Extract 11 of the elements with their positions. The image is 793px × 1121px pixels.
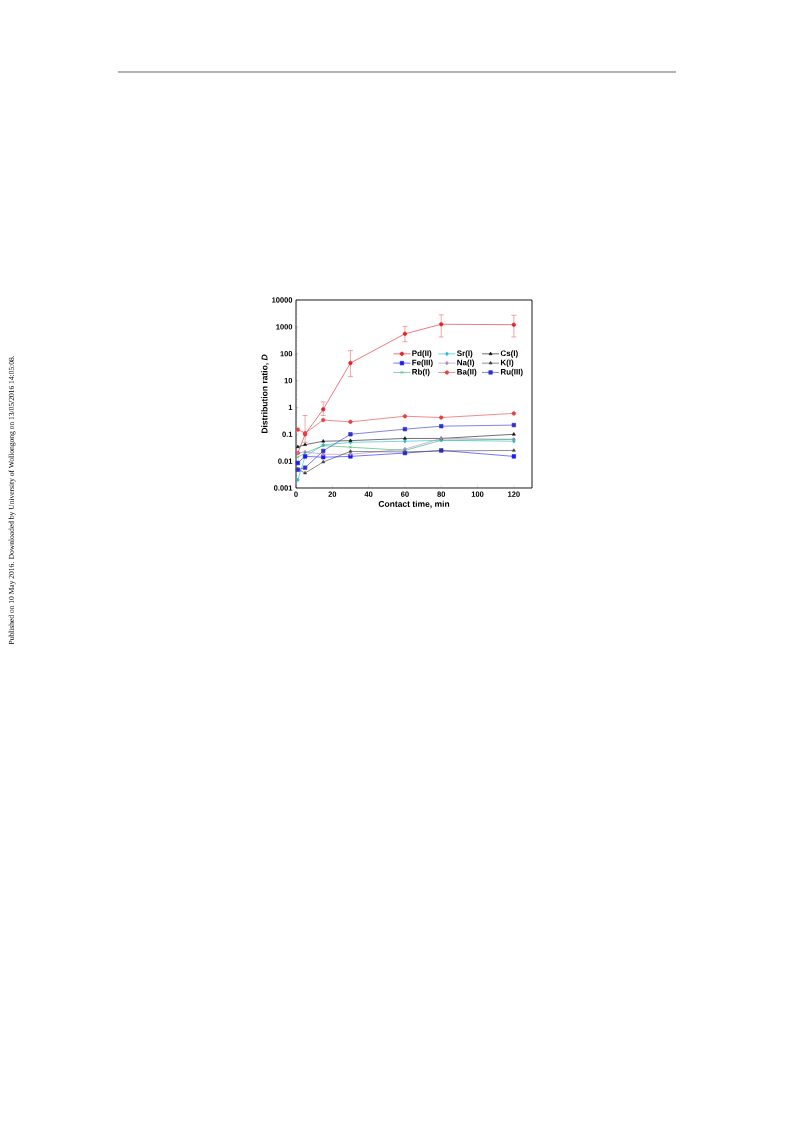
legend-label: Na(I) <box>457 359 475 367</box>
legend-label: Sr(I) <box>456 350 473 358</box>
legend-label: Ru(III) <box>500 368 523 377</box>
legend-label: Rb(I) <box>412 368 430 377</box>
legend-label: Pd(II) <box>412 350 432 358</box>
legend-label: Cs(I) <box>500 350 518 358</box>
legend-label: Ba(II) <box>457 368 477 377</box>
legend-label: K(I) <box>500 359 514 367</box>
y-axis-title: Distribution ratio, D <box>261 354 269 434</box>
legend-label: Fe(III) <box>412 359 433 367</box>
x-axis-title: Contact time, min <box>378 500 450 509</box>
